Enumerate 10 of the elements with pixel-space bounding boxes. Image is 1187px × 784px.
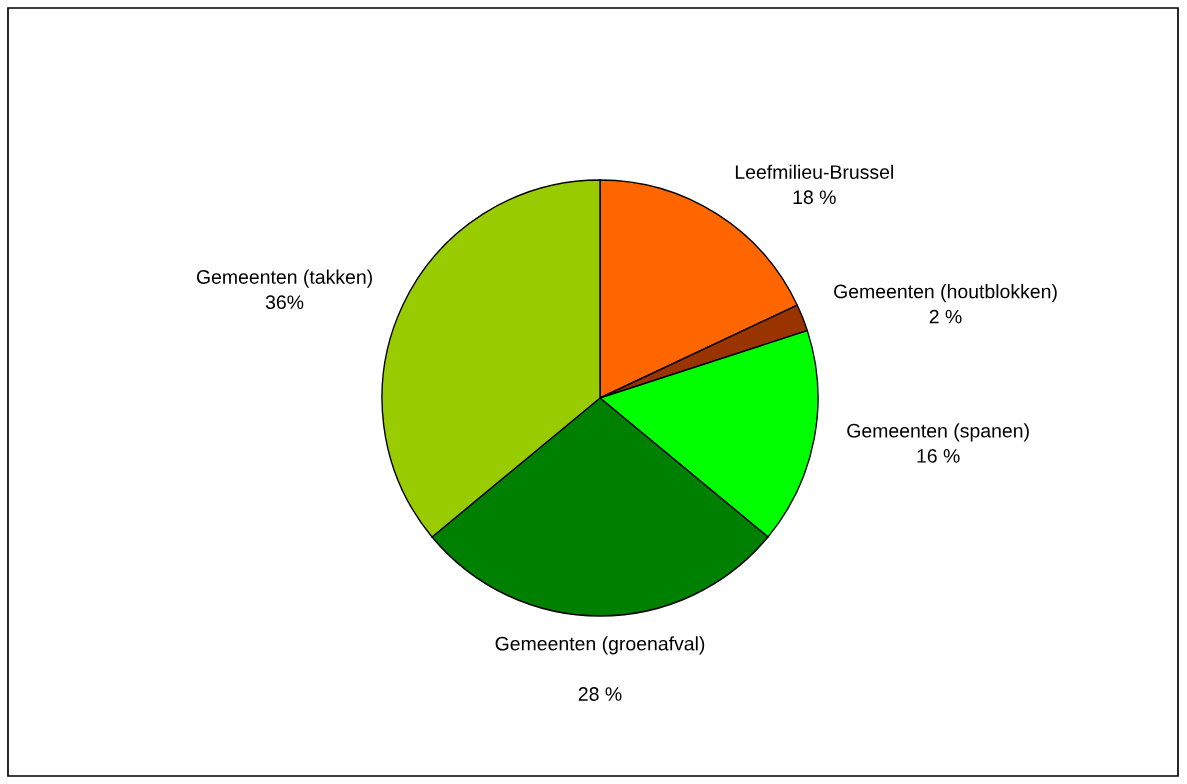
slice-label: Leefmilieu-Brussel (735, 164, 893, 179)
slice-label: Gemeenten (houtblokken) (834, 284, 1057, 303)
data-label: 16 % (917, 449, 960, 463)
data-label: 28 % (578, 687, 622, 701)
data-label: 36% (265, 295, 304, 310)
slice-label: Gemeenten (spanen) (847, 423, 1029, 442)
data-label: 2 % (929, 309, 962, 324)
slice-label: Gemeenten (takken) (196, 269, 372, 288)
data-label: 18 % (793, 190, 836, 205)
slice-label: Gemeenten (groenafval) (495, 636, 705, 655)
